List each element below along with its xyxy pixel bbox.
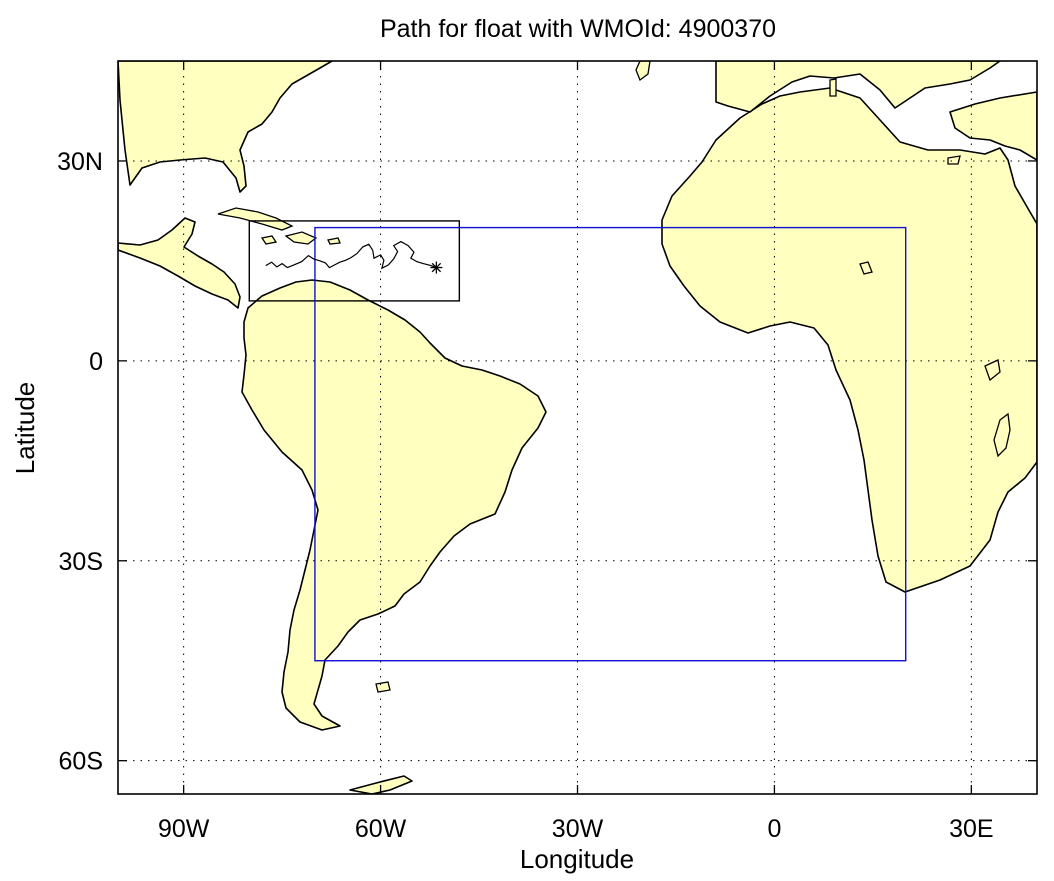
x-tick-label: 60W xyxy=(355,815,407,843)
x-tick-label: 30W xyxy=(552,815,604,843)
plot-frame xyxy=(117,60,1038,795)
x-tick-label: 90W xyxy=(158,815,210,843)
graticule xyxy=(118,61,1037,794)
axis-ticks xyxy=(118,61,1037,794)
y-axis-label: Latitude xyxy=(10,382,40,475)
landmasses xyxy=(118,61,1037,794)
north-america-landmass xyxy=(118,61,333,193)
float-end-marker xyxy=(430,261,443,274)
middle-east-landmass xyxy=(949,91,1037,161)
cyprus-island xyxy=(947,155,961,165)
float-region-box xyxy=(248,220,461,302)
sardinia-island xyxy=(829,78,837,97)
hispaniola-island xyxy=(284,231,318,245)
y-tick-label: 0 xyxy=(89,348,103,376)
asterisk-stroke xyxy=(431,262,442,273)
y-tick-label: 30N xyxy=(57,148,103,176)
x-tick-label: 30E xyxy=(949,815,993,843)
africa-landmass xyxy=(661,87,1037,593)
y-tick-label: 60S xyxy=(59,748,103,776)
south-america-landmass xyxy=(241,279,547,731)
map-title: Path for float with WMOId: 4900370 xyxy=(380,15,776,43)
europe-landmass xyxy=(715,61,1001,113)
float-track-line xyxy=(265,240,437,270)
x-axis-label: Longitude xyxy=(520,844,634,874)
analysis-region-box xyxy=(314,226,907,662)
madagascar-island xyxy=(993,412,1011,458)
jamaica-island xyxy=(260,235,278,245)
lake-victoria-island xyxy=(984,359,1001,382)
falkland-island xyxy=(375,681,391,693)
y-tick-label: 30S xyxy=(59,548,103,576)
great-britain-island xyxy=(635,61,651,82)
x-tick-label: 0 xyxy=(767,815,781,843)
y-tick-labels: 30N 0 30S 60S xyxy=(57,148,103,776)
cuba-island xyxy=(217,207,294,231)
central-america-landmass xyxy=(118,217,241,309)
x-tick-labels: 90W 60W 30W 0 30E xyxy=(158,815,994,843)
puerto-rico-island xyxy=(327,237,341,245)
lake-chad-island xyxy=(859,261,873,275)
